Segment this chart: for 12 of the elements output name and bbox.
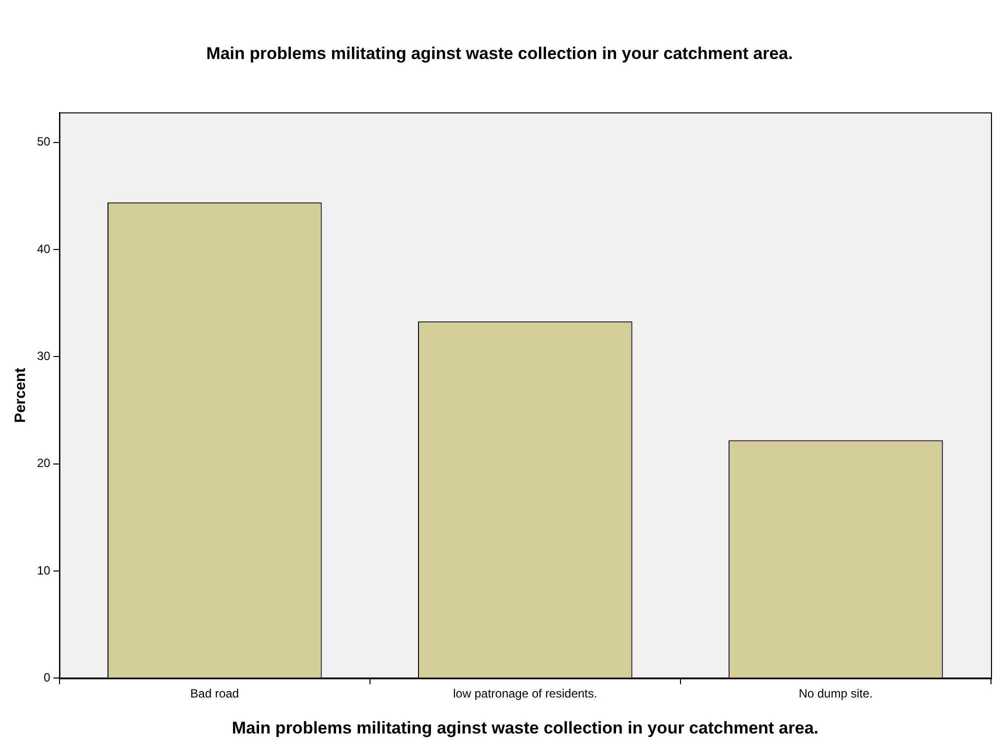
y-tick-label: 40 — [36, 242, 51, 256]
x-axis-title: Main problems militating aginst waste collection in your catchment area. — [232, 718, 818, 738]
x-tick-label: No dump site. — [798, 686, 873, 701]
y-tick-label: 50 — [36, 134, 51, 149]
x-tick-label: low patronage of residents. — [453, 686, 598, 701]
y-axis-title: Percent — [12, 368, 30, 423]
y-tick-label: 0 — [44, 670, 51, 685]
y-tick-label: 30 — [36, 349, 51, 364]
x-tick-label: Bad road — [190, 686, 239, 701]
y-tick-label: 10 — [36, 563, 51, 578]
chart-title: Main problems militating aginst waste collection in your catchment area. — [206, 44, 793, 63]
y-tick-label: 20 — [36, 456, 51, 470]
